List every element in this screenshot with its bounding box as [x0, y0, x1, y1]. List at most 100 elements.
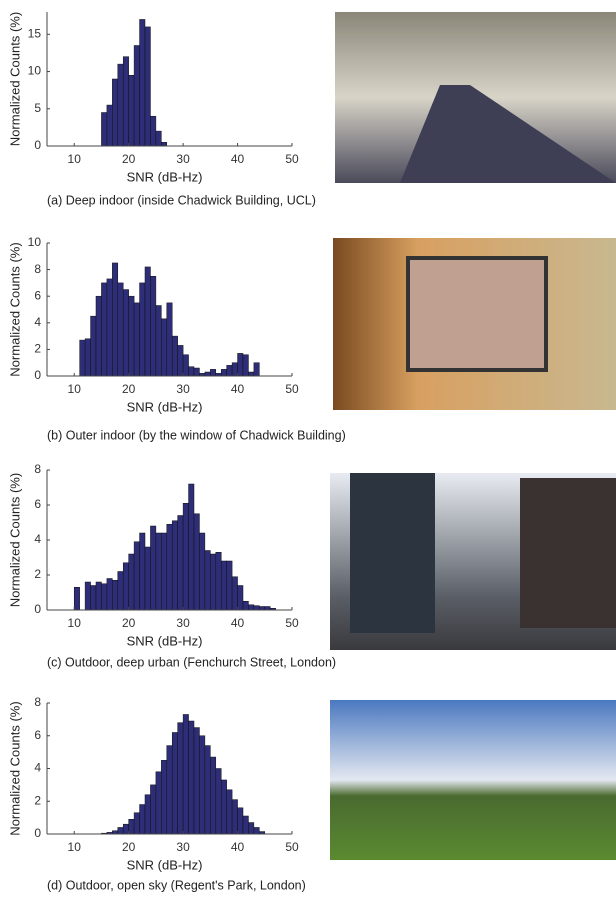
y-tick-label: 6	[34, 497, 41, 511]
bar	[226, 789, 233, 835]
bar	[117, 571, 124, 611]
bar	[133, 812, 140, 835]
bar	[248, 822, 255, 835]
y-axis-label: Normalized Counts (%)	[7, 701, 22, 835]
bar	[79, 339, 86, 377]
bar	[210, 369, 217, 377]
bar	[101, 112, 108, 147]
bar	[133, 302, 140, 377]
bar	[177, 515, 184, 611]
x-axis-label: SNR (dB-Hz)	[127, 399, 203, 414]
y-tick-label: 2	[34, 567, 41, 581]
bar	[128, 553, 135, 611]
x-tick-label: 40	[231, 382, 245, 396]
bar	[220, 369, 227, 377]
bar	[133, 45, 140, 147]
x-tick-label: 10	[68, 152, 82, 166]
x-tick-label: 30	[176, 152, 190, 166]
x-axis-label: SNR (dB-Hz)	[127, 169, 203, 184]
bar	[112, 262, 119, 377]
bar	[139, 282, 146, 377]
bar	[193, 367, 200, 377]
y-tick-label: 15	[28, 27, 42, 41]
bar	[144, 794, 151, 835]
y-tick-label: 0	[34, 368, 41, 382]
y-tick-label: 10	[28, 64, 42, 78]
bar	[220, 779, 227, 835]
x-tick-label: 40	[231, 840, 245, 854]
caption: (d) Outdoor, open sky (Regent's Park, Lo…	[47, 878, 306, 892]
bar	[128, 819, 135, 835]
bar	[128, 295, 135, 377]
x-tick-label: 40	[231, 616, 245, 630]
caption: (a) Deep indoor (inside Chadwick Buildin…	[47, 193, 316, 207]
y-tick-label: 8	[34, 462, 41, 476]
bar	[248, 371, 255, 377]
bar	[182, 503, 189, 611]
bar	[117, 63, 124, 147]
x-tick-label: 30	[176, 382, 190, 396]
x-tick-label: 50	[285, 840, 299, 854]
bar	[155, 771, 162, 835]
bar	[122, 562, 129, 611]
bar	[161, 760, 168, 835]
y-tick-label: 5	[34, 101, 41, 115]
bar	[171, 520, 178, 611]
bar	[117, 827, 124, 835]
bar	[237, 585, 244, 611]
bar	[210, 756, 217, 835]
bar	[171, 335, 178, 377]
bar	[95, 295, 102, 377]
y-tick-label: 4	[34, 315, 41, 329]
caption: (c) Outdoor, deep urban (Fenchurch Stree…	[47, 655, 336, 669]
x-tick-label: 20	[122, 382, 136, 396]
x-tick-label: 20	[122, 840, 136, 854]
bar	[150, 525, 157, 611]
bar	[171, 732, 178, 835]
bar	[166, 302, 173, 377]
y-tick-label: 0	[34, 602, 41, 616]
bar	[166, 524, 173, 611]
bar	[193, 727, 200, 835]
x-tick-label: 30	[176, 616, 190, 630]
x-tick-label: 10	[68, 382, 82, 396]
bar	[101, 282, 108, 377]
bar	[144, 26, 151, 147]
bar	[188, 366, 195, 377]
bar	[161, 532, 168, 611]
bar	[220, 560, 227, 611]
y-tick-label: 2	[34, 342, 41, 356]
bar	[150, 276, 157, 377]
bar	[215, 552, 222, 611]
bar	[101, 583, 108, 611]
bar	[155, 532, 162, 611]
bar	[150, 784, 157, 835]
bar	[226, 365, 233, 377]
x-tick-label: 40	[231, 152, 245, 166]
bar	[144, 266, 151, 377]
bar	[106, 578, 113, 611]
bar	[117, 282, 124, 377]
bar	[215, 768, 222, 835]
bar	[182, 714, 189, 835]
bar	[237, 807, 244, 835]
x-tick-label: 30	[176, 840, 190, 854]
x-tick-label: 50	[285, 616, 299, 630]
x-tick-label: 50	[285, 152, 299, 166]
bar	[122, 56, 129, 147]
bar	[84, 338, 91, 377]
y-tick-label: 2	[34, 793, 41, 807]
bar	[139, 804, 146, 835]
photo-building	[520, 478, 616, 628]
bar	[112, 78, 119, 147]
bar	[133, 541, 140, 611]
bar	[73, 587, 80, 611]
bar	[112, 580, 119, 611]
bar	[182, 354, 189, 377]
bar	[122, 289, 129, 377]
bar	[264, 606, 271, 611]
y-tick-label: 4	[34, 761, 41, 775]
y-tick-label: 0	[34, 826, 41, 840]
y-axis-label: Normalized Counts (%)	[7, 473, 22, 607]
y-tick-label: 0	[34, 138, 41, 152]
